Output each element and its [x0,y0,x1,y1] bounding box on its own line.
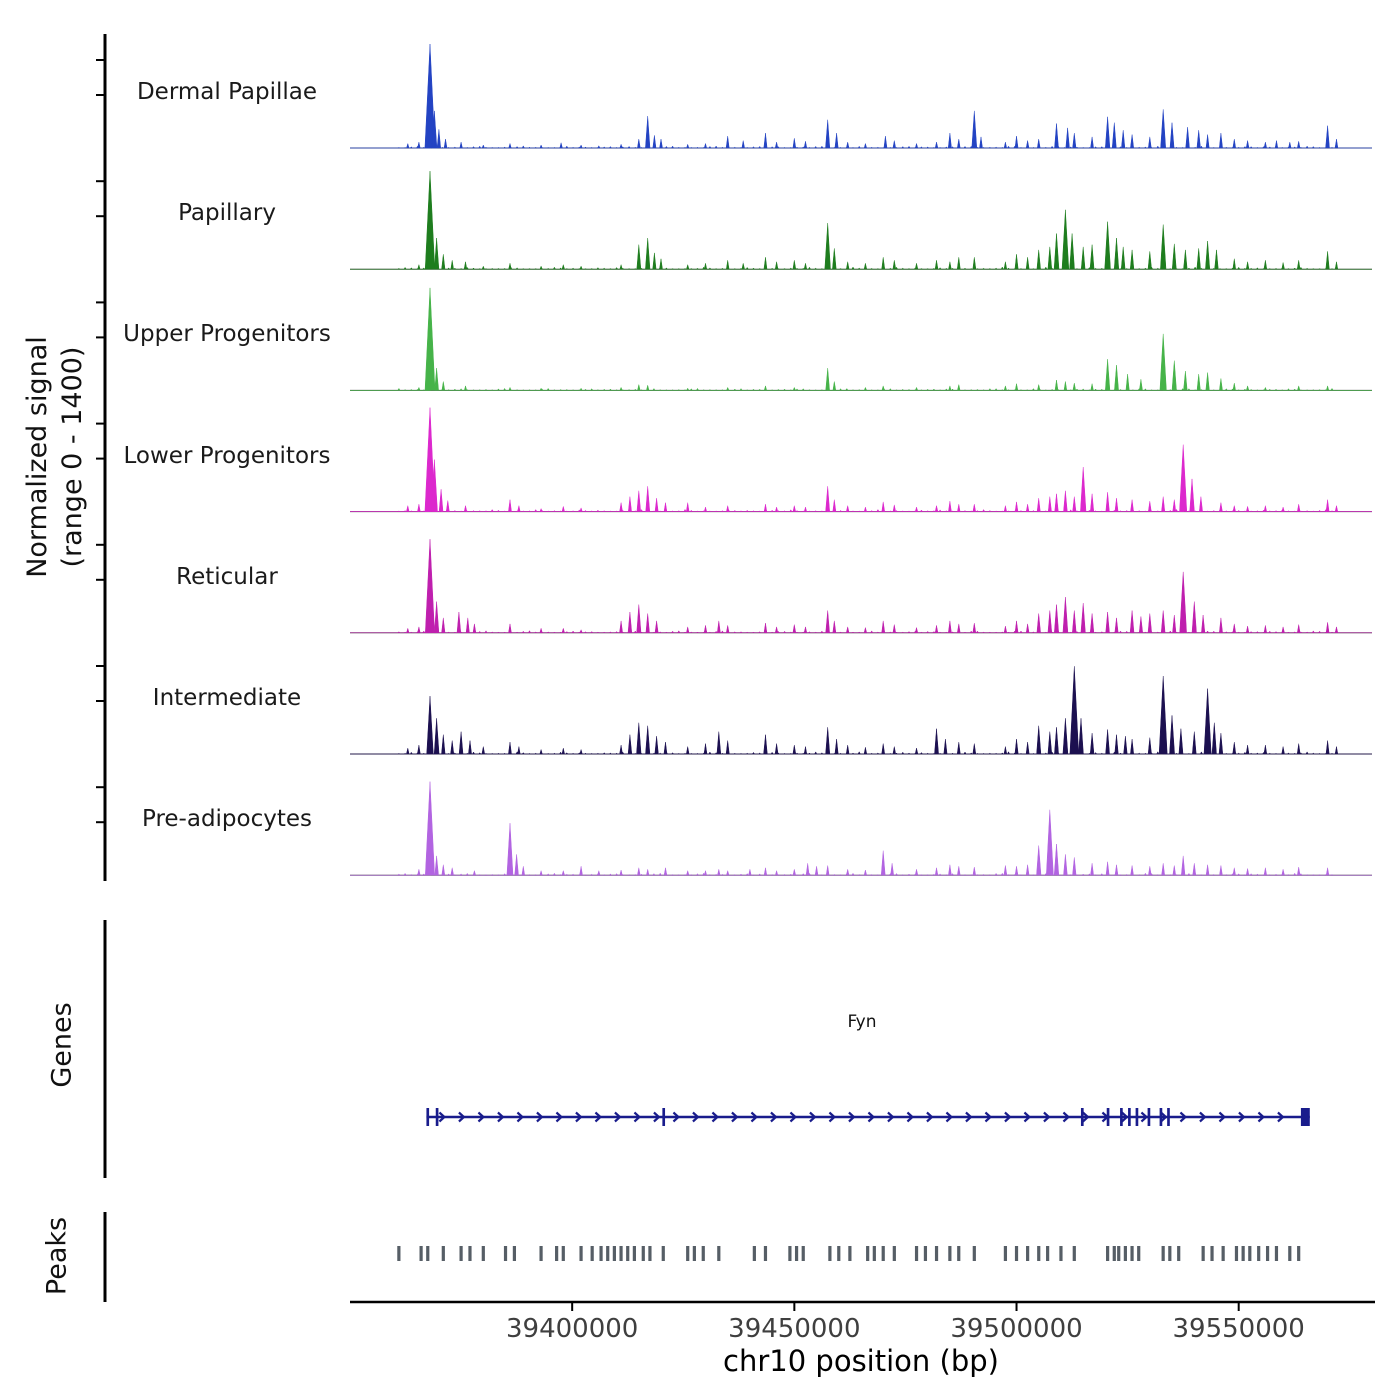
x-axis-title: chr10 position (bp) [723,1344,999,1378]
track-label-reticular: Reticular [176,564,278,590]
x-tick-label: 39400000 [506,1314,638,1344]
signal-track-papillary [350,171,1372,270]
signal-track-dermal-papillae [350,43,1372,149]
signal-track-upper-progenitors [350,287,1372,391]
signal-track-pre-adipocytes [350,781,1372,876]
track-label-intermediate: Intermediate [152,685,302,711]
signal-axis [96,34,107,881]
signal-track-reticular [350,539,1372,634]
track-label-papillary: Papillary [178,200,276,226]
track-label-pre-adipocytes: Pre-adipocytes [141,806,313,832]
track-label-lower-progenitors: Lower Progenitors [123,443,331,469]
x-tick-label: 39550000 [1173,1314,1305,1344]
peaks-track [397,1246,1301,1261]
gene-model-fyn [426,1108,1310,1126]
track-label-dermal-papillae: Dermal Papillae [136,79,318,105]
signal-track-intermediate [350,666,1372,755]
y-axis-label-text: Normalized signal (range 0 - 1400) [21,336,88,578]
x-tick-label: 39500000 [950,1314,1082,1344]
gene-label-fyn: Fyn [847,1012,877,1032]
signal-track-lower-progenitors [350,407,1372,513]
x-axis: 39400000 39450000 39500000 39550000 [350,1300,1375,1344]
track-label-upper-progenitors: Upper Progenitors [123,321,331,347]
genes-section-label-text: Genes [46,1002,78,1088]
peaks-section-label-text: Peaks [41,1216,73,1296]
x-tick-label: 39450000 [728,1314,860,1344]
